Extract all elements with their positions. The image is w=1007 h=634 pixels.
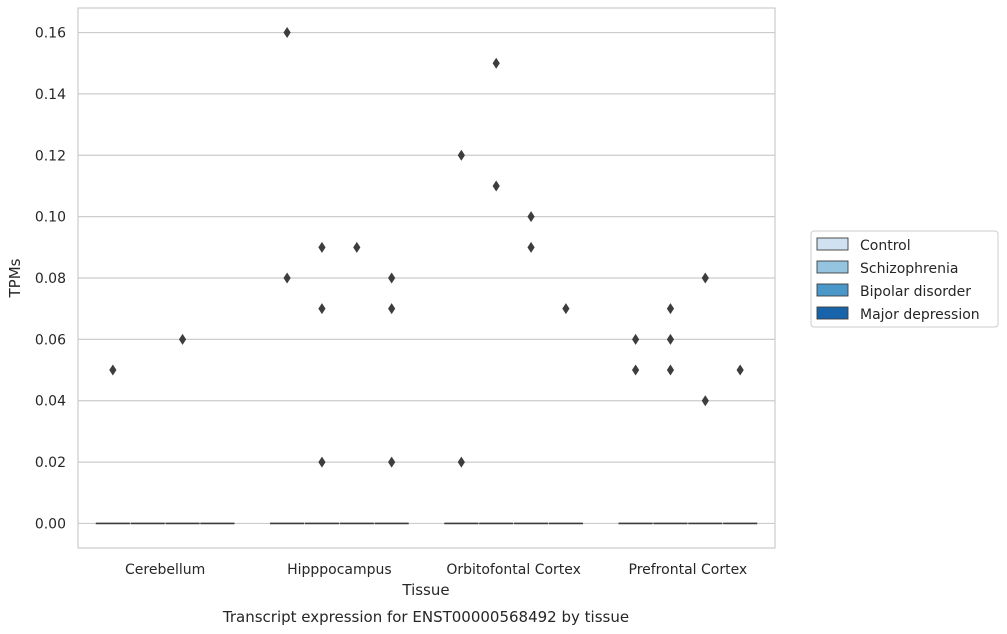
outlier-marker (283, 27, 291, 39)
outlier-marker (666, 364, 675, 376)
legend-label: Major depression (860, 307, 980, 323)
outlier-marker (492, 57, 500, 69)
outlier-marker (109, 364, 117, 376)
x-tick-label: Orbitofontal Cortex (446, 562, 581, 578)
outlier-marker (492, 180, 500, 192)
y-tick-label: 0.12 (35, 148, 66, 164)
outlier-marker (701, 272, 709, 284)
x-tick-label: Cerebellum (125, 562, 205, 578)
outlier-marker (666, 333, 675, 345)
legend-label: Control (860, 238, 911, 254)
outlier-marker (527, 211, 535, 223)
outlier-marker (632, 333, 640, 345)
plot-area-frame (77, 7, 776, 549)
x-tick-label: Prefrontal Cortex (629, 562, 748, 578)
y-tick-label: 0.04 (35, 394, 66, 410)
outlier-marker (388, 272, 396, 284)
y-tick-label: 0.14 (35, 87, 66, 103)
y-tick-label: 0.10 (35, 210, 66, 226)
y-axis-tick-labels: 0.00 0.02 0.04 0.06 0.08 0.10 0.12 0.14 0.16 (35, 26, 66, 533)
legend-swatch (816, 306, 849, 320)
outlier-marker (736, 364, 744, 376)
outlier-marker (527, 241, 535, 253)
outlier-marker (701, 395, 709, 407)
outlier-marker (178, 333, 187, 345)
legend-swatch (816, 237, 849, 251)
y-tick-label: 0.00 (35, 516, 66, 532)
legend-swatch (816, 283, 849, 297)
outlier-marker (562, 303, 570, 315)
legend-frame (810, 230, 999, 328)
outlier-marker (666, 303, 675, 315)
outlier-marker (353, 241, 361, 253)
outlier-marker (457, 149, 465, 161)
legend-label: Bipolar disorder (860, 284, 971, 300)
outlier-marker (318, 456, 326, 468)
y-tick-label: 0.06 (35, 332, 66, 348)
legend-label: Schizophrenia (860, 261, 958, 277)
y-tick-label: 0.08 (35, 271, 66, 287)
x-axis-label: Tissue (401, 581, 449, 599)
chart-caption: Transcript expression for ENST0000056849… (222, 608, 629, 626)
legend-items: Control Schizophrenia Bipolar disorder Majo… (816, 237, 980, 323)
outlier-points (109, 27, 744, 468)
gridlines (78, 31, 775, 525)
outlier-marker (388, 456, 396, 468)
outlier-marker (457, 456, 465, 468)
y-tick-label: 0.16 (35, 26, 66, 42)
outlier-marker (388, 303, 396, 315)
legend: Control Schizophrenia Bipolar disorder Majo… (810, 230, 999, 328)
outlier-marker (318, 303, 326, 315)
legend-swatch (816, 260, 849, 274)
y-tick-label: 0.02 (35, 455, 66, 471)
outlier-marker (318, 241, 326, 253)
outlier-marker (283, 272, 291, 284)
outlier-marker (632, 364, 640, 376)
x-tick-label: Hipppocampus (287, 562, 392, 578)
x-axis-tick-labels: Cerebellum Hipppocampus Orbitofontal Corte… (125, 562, 747, 578)
y-axis-label: TPMs (6, 258, 24, 298)
